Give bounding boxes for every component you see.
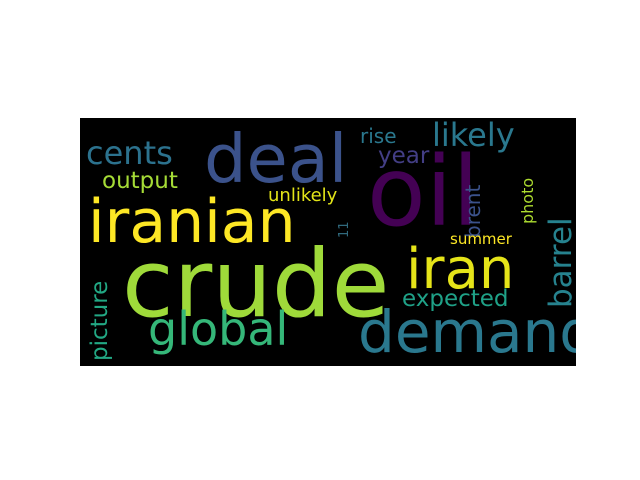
word-photo: photo (518, 177, 537, 224)
word-demand: demand (358, 298, 576, 366)
word-output: output (102, 168, 178, 194)
word-year: year (378, 143, 430, 169)
word-rise: rise (360, 124, 397, 148)
word-global: global (148, 302, 289, 356)
word-expected: expected (402, 286, 509, 312)
word-picture: picture (87, 280, 113, 361)
word-oil: oil (367, 136, 480, 248)
word-barrel: barrel (543, 217, 576, 308)
word-iranian: iranian (88, 187, 296, 257)
word-likely: likely (432, 118, 515, 154)
word-crude: crude (122, 230, 390, 339)
word-deal: deal (204, 120, 348, 198)
word-summer: summer (450, 230, 512, 248)
word-unlikely: unlikely (268, 185, 338, 206)
word-cents: cents (86, 134, 173, 172)
word-cloud: oil crude deal demand iranian iran globa… (80, 118, 576, 366)
word-iran: iran (406, 237, 515, 302)
word-11: 11 (337, 221, 352, 238)
